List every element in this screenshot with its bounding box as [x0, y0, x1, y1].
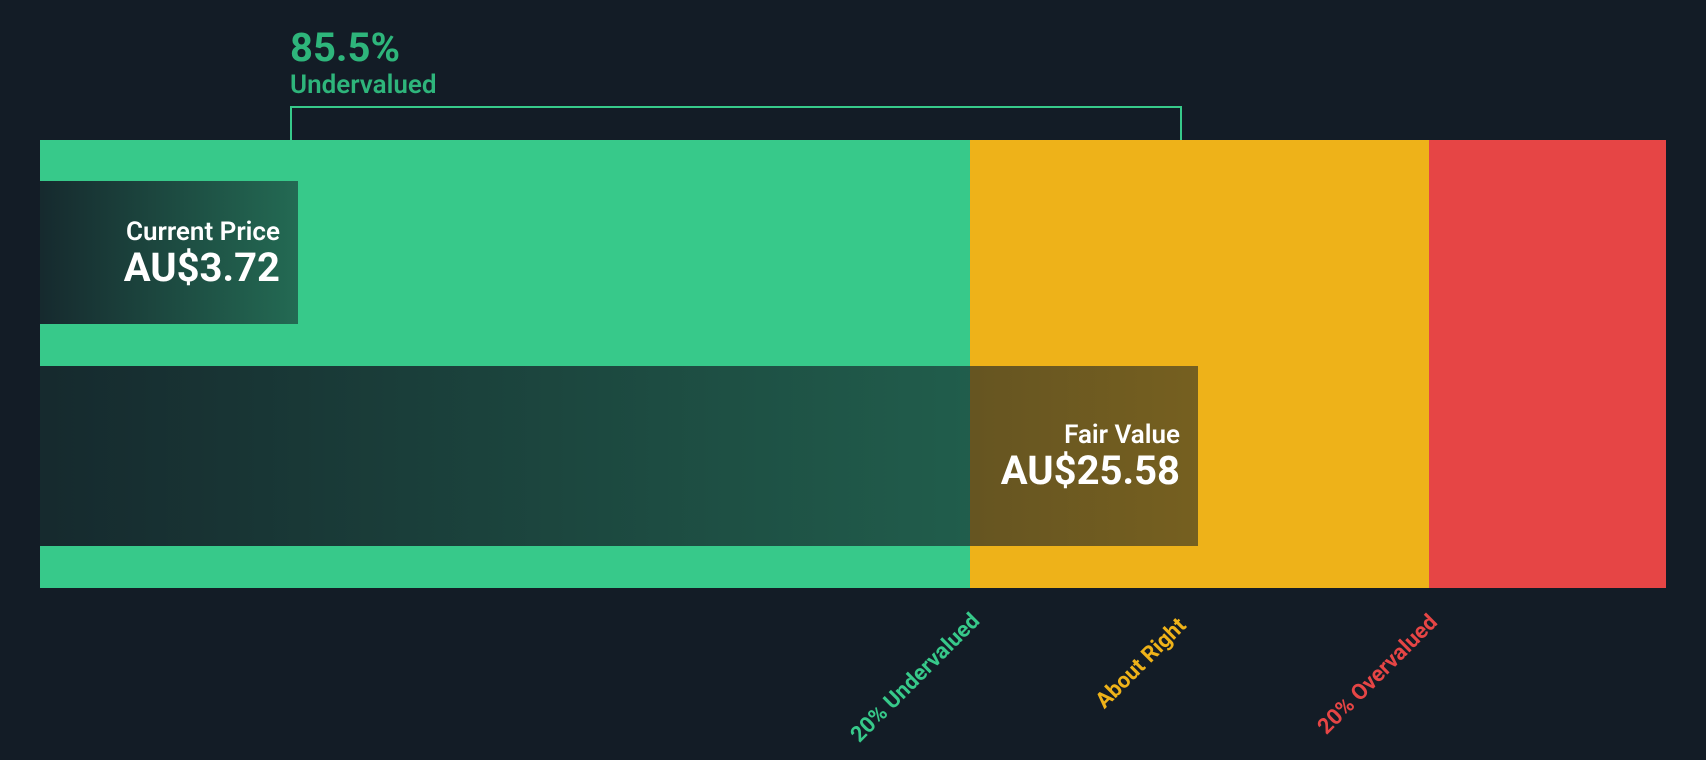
headline-percent: 85.5% — [290, 24, 400, 71]
fair-value-value: AU$25.58 — [40, 450, 1180, 492]
fair-value-label: Fair Value — [40, 420, 1180, 450]
label-about-right: About Right — [1091, 613, 1191, 713]
label-undervalued: 20% Undervalued — [846, 609, 985, 748]
current-price-value: AU$3.72 — [40, 247, 280, 289]
valuation-bar: Current Price AU$3.72 Fair Value AU$25.5… — [40, 140, 1666, 588]
current-price-label: Current Price — [40, 217, 280, 247]
undervalued-bracket — [290, 106, 1182, 140]
headline-label: Undervalued — [290, 70, 437, 100]
current-price-box: Current Price AU$3.72 — [40, 181, 298, 324]
label-overvalued: 20% Overvalued — [1313, 610, 1443, 740]
fair-value-box: Fair Value AU$25.58 — [40, 366, 1198, 546]
valuation-chart: 85.5% Undervalued Current Price AU$3.72 … — [0, 0, 1706, 760]
segment-overvalued — [1429, 140, 1666, 588]
